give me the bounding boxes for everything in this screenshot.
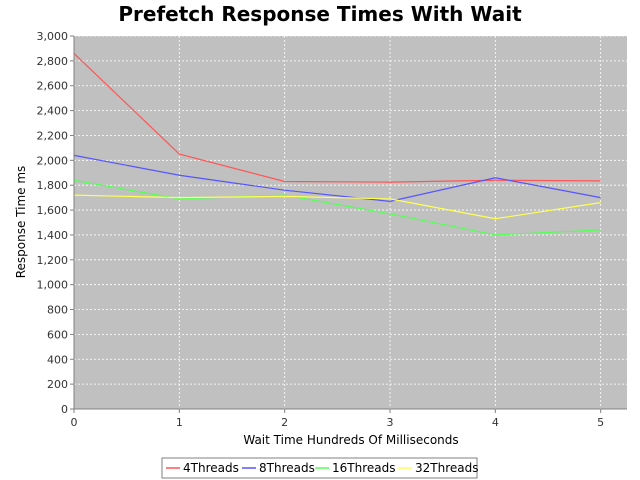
y-tick-label: 2,200 — [37, 129, 69, 142]
y-tick-label: 2,000 — [37, 154, 69, 167]
series-line-32threads — [73, 194, 601, 220]
series-layer — [73, 52, 601, 236]
y-tick-label: 1,600 — [37, 204, 69, 217]
y-tick-label: 3,000 — [37, 30, 69, 43]
x-tick-label: 4 — [492, 416, 499, 429]
x-tick-label: 2 — [281, 416, 288, 429]
plot-area — [74, 36, 627, 409]
legend-label: 32Threads — [415, 461, 478, 475]
y-tick-label: 400 — [47, 353, 68, 366]
y-tick-label: 2,600 — [37, 80, 69, 93]
legend-label: 16Threads — [332, 461, 395, 475]
x-axis-label: Wait Time Hundreds Of Milliseconds — [243, 433, 458, 447]
x-tick-label: 3 — [387, 416, 394, 429]
y-tick-label: 800 — [47, 304, 68, 317]
y-tick-label: 1,400 — [37, 229, 69, 242]
chart-title: Prefetch Response Times With Wait — [118, 2, 522, 26]
series-line-8threads — [73, 154, 601, 202]
x-tick-label: 1 — [176, 416, 183, 429]
y-tick-label: 600 — [47, 328, 68, 341]
y-axis-label: Response Time ms — [14, 166, 28, 279]
y-tick-label: 0 — [61, 403, 68, 416]
y-tick-label: 1,200 — [37, 254, 69, 267]
y-tick-label: 2,800 — [37, 55, 69, 68]
series-line-4threads — [73, 52, 601, 183]
x-tick-label: 0 — [71, 416, 78, 429]
legend-label: 4Threads — [183, 461, 239, 475]
grid-lines — [74, 35, 627, 409]
y-axis-ticks: 0 200 400 600 800 1,000 1,200 1,400 1,600 1,800 2,… — [37, 30, 74, 416]
x-tick-label: 5 — [597, 416, 604, 429]
y-tick-label: 2,400 — [37, 105, 69, 118]
y-tick-label: 1,000 — [37, 279, 69, 292]
legend-label: 8Threads — [259, 461, 315, 475]
y-tick-label: 1,800 — [37, 179, 69, 192]
y-tick-label: 200 — [47, 378, 68, 391]
x-axis-ticks: 0 1 2 3 4 5 — [71, 409, 604, 429]
series-line-16threads — [73, 179, 601, 236]
legend: 4Threads 8Threads 16Threads 32Threads — [161, 457, 478, 479]
